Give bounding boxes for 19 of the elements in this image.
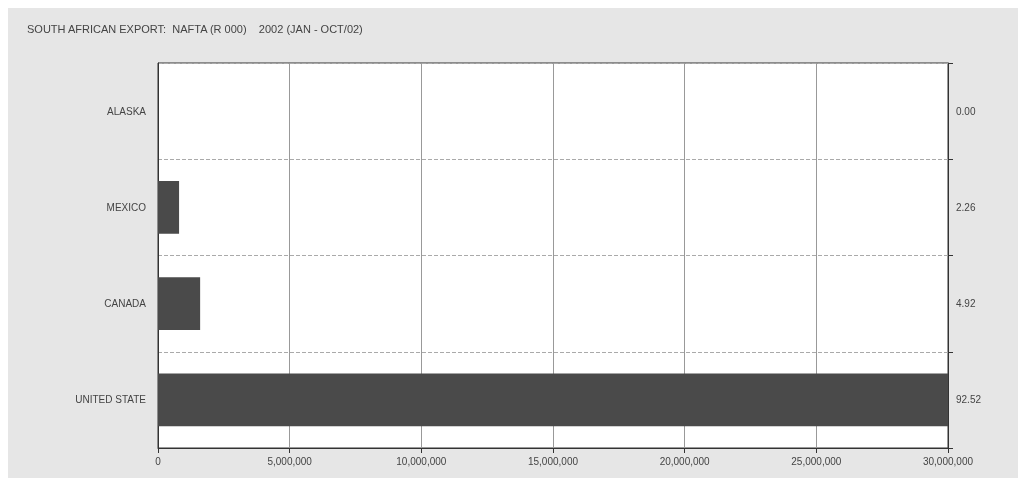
y-tick-label: CANADA xyxy=(104,298,147,310)
y-tick-label: ALASKA xyxy=(107,105,147,117)
x-tick-label: 20,000,000 xyxy=(659,455,711,467)
bar xyxy=(158,373,948,427)
text: 92.52 xyxy=(956,394,982,406)
bar xyxy=(158,277,201,331)
x-tick-label: 15,000,000 xyxy=(527,455,579,467)
bar xyxy=(158,180,180,234)
x-tick-label: 25,000,000 xyxy=(791,455,842,467)
x-tick-label: 0 xyxy=(155,455,162,467)
text: 2.26 xyxy=(956,201,976,213)
text: 0.00 xyxy=(956,105,976,117)
x-tick-label: 30,000,000 xyxy=(922,455,974,467)
y-tick-label: MEXICO xyxy=(106,201,147,213)
x-tick-label: 5,000,000 xyxy=(267,455,313,467)
y-tick-label: UNITED STATE xyxy=(75,394,147,406)
text: 4.92 xyxy=(956,298,976,310)
x-tick-label: 10,000,000 xyxy=(396,455,447,467)
chart-title: SOUTH AFRICAN EXPORT: NAFTA (R 000) 2002 (JAN - OCT/02) xyxy=(27,22,363,35)
